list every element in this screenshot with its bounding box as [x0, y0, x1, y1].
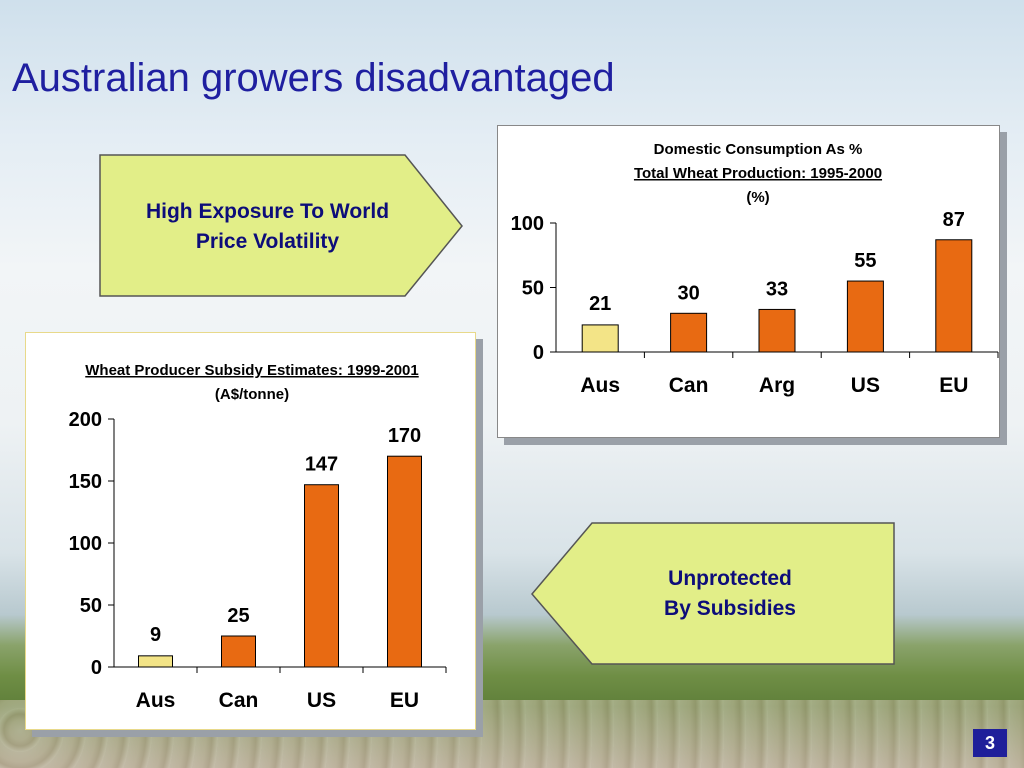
subsidy-chart-y-tick-label: 100 — [69, 533, 102, 555]
subsidy-chart-data-label-us: 147 — [305, 454, 338, 476]
subsidy-chart-data-label-eu: 170 — [388, 425, 421, 447]
subsidy-chart-bar-us — [304, 484, 339, 668]
subsidy-chart-y-tick-label: 200 — [69, 409, 102, 431]
exposure-arrow-line2: Price Volatility — [195, 230, 340, 253]
consumption-chart-bar-eu — [935, 239, 973, 353]
consumption-chart-bar-aus — [581, 324, 619, 353]
subsidy-chart-category-label-aus: Aus — [136, 689, 176, 712]
subsidy-chart-y-tick-label: 0 — [91, 657, 102, 679]
slide-title: Australian growers disadvantaged — [12, 56, 615, 100]
consumption-chart-bar-can — [670, 312, 708, 353]
consumption-chart-title-line2: Total Wheat Production: 1995-2000 — [634, 165, 882, 182]
subsidies-arrow-line1: Unprotected — [668, 567, 792, 590]
consumption-chart-data-label-us: 55 — [854, 250, 876, 272]
consumption-chart-data-label-eu: 87 — [943, 209, 965, 231]
subsidies-arrow-shape — [531, 522, 895, 665]
subsidy-chart-category-label-us: US — [307, 689, 336, 712]
subsidy-chart-y-tick-label: 50 — [80, 595, 102, 617]
subsidy-chart-title-line2: (A$/tonne) — [215, 386, 289, 403]
consumption-chart-category-label-aus: Aus — [580, 374, 620, 397]
subsidy-chart-category-label-can: Can — [219, 689, 259, 712]
exposure-arrow-line1: High Exposure To World — [145, 200, 390, 223]
consumption-chart-y-tick-label: 0 — [533, 342, 544, 364]
consumption-chart-data-label-arg: 33 — [766, 278, 788, 300]
subsidy-chart-data-label-aus: 9 — [150, 624, 161, 646]
consumption-chart-category-label-can: Can — [669, 374, 709, 397]
subsidy-chart: Wheat Producer Subsidy Estimates: 1999-2… — [69, 362, 447, 712]
consumption-chart-title-line3: (%) — [746, 189, 769, 206]
subsidy-chart-bar-can — [221, 635, 256, 668]
consumption-chart-bar-us — [846, 280, 884, 353]
subsidies-arrow-text: Unprotected By Subsidies — [590, 564, 870, 624]
subsidy-chart-title-line1: Wheat Producer Subsidy Estimates: 1999-2… — [85, 362, 418, 379]
consumption-chart: Domestic Consumption As % Total Wheat Pr… — [511, 141, 999, 397]
exposure-arrow-text: High Exposure To World Price Volatility — [100, 197, 435, 257]
subsidy-chart-bar-aus — [138, 655, 173, 668]
consumption-chart-title-line1: Domestic Consumption As % — [654, 141, 863, 158]
subsidy-chart-category-label-eu: EU — [390, 689, 419, 712]
subsidy-chart-data-label-can: 25 — [227, 605, 249, 627]
subsidy-chart-panel: Wheat Producer Subsidy Estimates: 1999-2… — [25, 332, 476, 730]
exposure-arrow-shape — [99, 154, 463, 297]
consumption-chart-category-label-eu: EU — [939, 374, 968, 397]
subsidy-chart-y-tick-label: 150 — [69, 471, 102, 493]
consumption-chart-category-label-us: US — [851, 374, 880, 397]
consumption-chart-panel: Domestic Consumption As % Total Wheat Pr… — [497, 125, 1000, 438]
consumption-chart-data-label-can: 30 — [677, 282, 699, 304]
consumption-chart-data-label-aus: 21 — [589, 293, 611, 315]
consumption-chart-y-tick-label: 50 — [522, 278, 544, 300]
consumption-chart-category-label-arg: Arg — [759, 374, 795, 397]
consumption-chart-y-tick-label: 100 — [511, 213, 544, 235]
page-number: 3 — [973, 729, 1007, 757]
subsidy-chart-bar-eu — [387, 455, 422, 668]
subsidies-arrow-line2: By Subsidies — [664, 597, 796, 620]
consumption-chart-bar-arg — [758, 308, 796, 353]
